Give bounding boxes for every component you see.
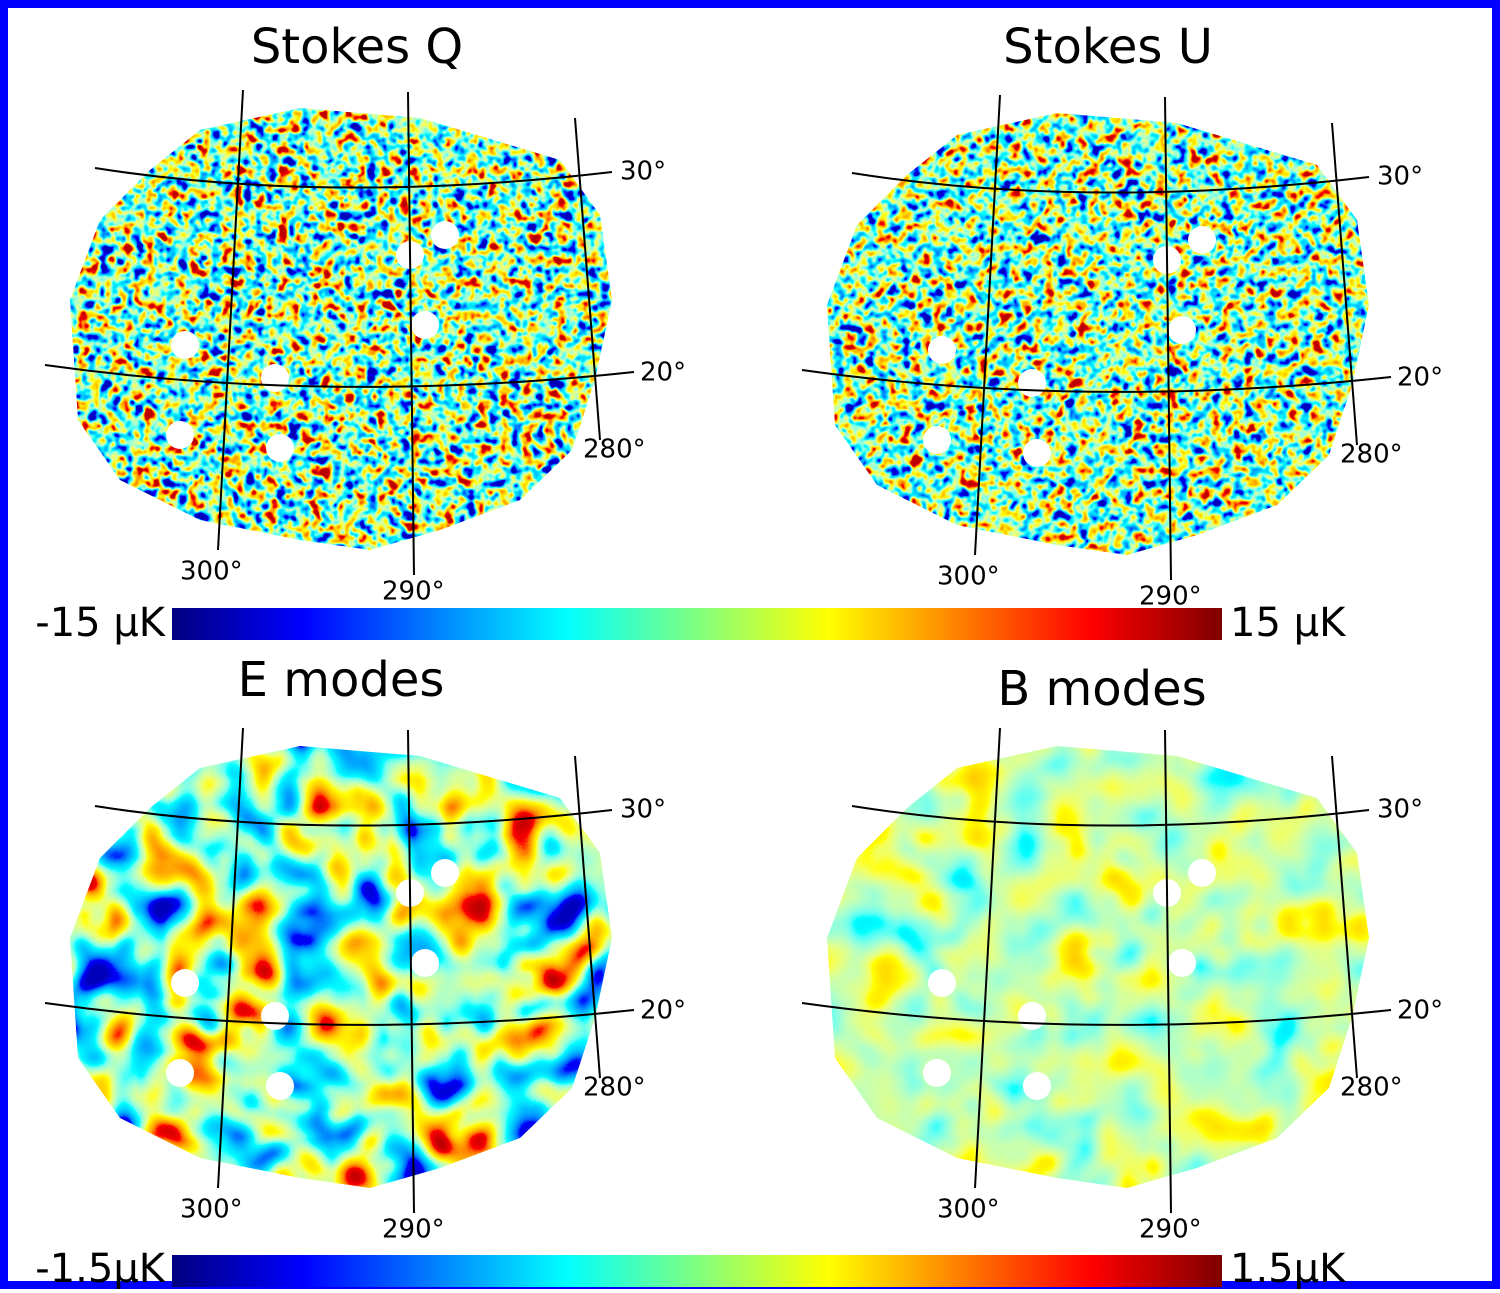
mask-hole — [166, 421, 194, 449]
mask-hole — [411, 949, 439, 977]
coord-label: 20° — [640, 996, 686, 1026]
mask-hole — [1188, 859, 1216, 887]
mask-hole — [261, 1002, 289, 1030]
coord-label: 300° — [180, 557, 243, 587]
mask-hole — [923, 426, 951, 454]
colorbar-max-label: 15 μK — [1230, 600, 1347, 646]
coord-label: 20° — [1397, 996, 1443, 1026]
mask-hole — [431, 221, 459, 249]
mask-hole — [266, 434, 294, 462]
mask-hole — [261, 364, 289, 392]
panel-title: E modes — [238, 652, 445, 708]
mask-hole — [1168, 949, 1196, 977]
mask-hole — [923, 1059, 951, 1087]
figure: Stokes Q 30° 20° 280° 300° 290° Stokes U 30° 20°… — [0, 0, 1500, 1289]
coord-label: 300° — [937, 1195, 1000, 1225]
coord-label: 290° — [1139, 1215, 1202, 1245]
coord-label: 20° — [640, 358, 686, 388]
colorbar-min-label: -15 μK — [35, 600, 166, 646]
coord-label: 30° — [1377, 162, 1423, 192]
panel-title: Stokes Q — [251, 19, 463, 75]
coord-label: 20° — [1397, 363, 1443, 393]
mask-hole — [171, 331, 199, 359]
panel-title: Stokes U — [1003, 19, 1213, 75]
page: Stokes Q 30° 20° 280° 300° 290° Stokes U 30° 20°… — [0, 0, 1500, 1289]
panel-title: B modes — [997, 661, 1206, 717]
colorbar — [172, 1255, 1222, 1287]
mask-hole — [1023, 439, 1051, 467]
mask-hole — [1018, 1002, 1046, 1030]
coord-label: 280° — [583, 435, 646, 465]
coord-label: 280° — [1340, 440, 1403, 470]
colorbar — [172, 608, 1222, 640]
colorbar-max-label: 1.5μK — [1230, 1246, 1347, 1289]
mask-hole — [431, 859, 459, 887]
mask-hole — [1168, 316, 1196, 344]
coord-label: 300° — [937, 562, 1000, 592]
mask-hole — [928, 336, 956, 364]
mask-hole — [411, 311, 439, 339]
mask-hole — [1188, 226, 1216, 254]
mask-hole — [266, 1072, 294, 1100]
coord-label: 300° — [180, 1195, 243, 1225]
coord-label: 30° — [620, 795, 666, 825]
mask-hole — [928, 969, 956, 997]
coord-label: 280° — [1340, 1073, 1403, 1103]
mask-hole — [1023, 1072, 1051, 1100]
mask-hole — [171, 969, 199, 997]
coord-label: 290° — [1139, 582, 1202, 612]
mask-hole — [166, 1059, 194, 1087]
coord-label: 30° — [1377, 795, 1423, 825]
coord-label: 290° — [382, 577, 445, 607]
coord-label: 30° — [620, 157, 666, 187]
coord-label: 280° — [583, 1073, 646, 1103]
mask-hole — [1018, 369, 1046, 397]
coord-label: 290° — [382, 1215, 445, 1245]
colorbar-min-label: -1.5μK — [35, 1246, 166, 1289]
